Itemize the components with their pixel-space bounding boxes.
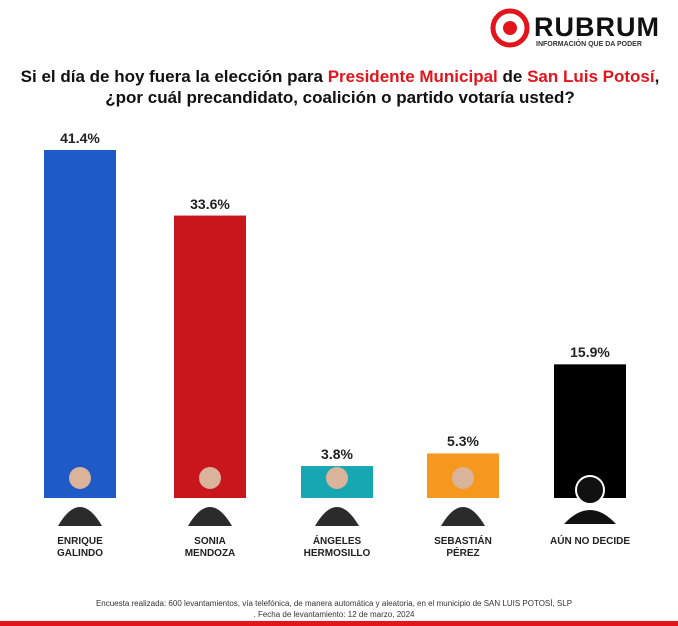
- title-highlight: San Luis Potosí: [527, 67, 655, 86]
- portrait-body: [188, 507, 232, 526]
- portrait-head: [452, 467, 474, 489]
- footnote-line: Encuesta realizada: 600 levantamientos, …: [95, 599, 573, 608]
- logo-icon: [490, 8, 530, 48]
- footnote-line: . Fecha de levantamiento: 12 de marzo, 2…: [253, 610, 415, 619]
- footnote: Encuesta realizada: 600 levantamientos, …: [0, 598, 668, 620]
- portrait-body: [441, 507, 485, 526]
- brand-tagline: INFORMACIÓN QUE DA PODER: [536, 41, 642, 48]
- portrait-head: [69, 467, 91, 489]
- title-part: Si el día de hoy fuera la elección para: [20, 67, 328, 86]
- brand-name: RUBRUM: [534, 12, 660, 42]
- category-label: SONIA MENDOZA: [184, 536, 236, 559]
- category-label: SEBASTIÁN PÉREZ: [434, 536, 492, 559]
- footer-bar: [0, 621, 678, 626]
- value-label: 41.4%: [60, 130, 100, 146]
- title-part: , ¿por cuál precandidato, coalición o pa…: [105, 67, 660, 107]
- value-label: 33.6%: [190, 195, 230, 212]
- chart-title: Si el día de hoy fuera la elección para …: [10, 66, 670, 108]
- value-label: 3.8%: [321, 446, 353, 463]
- category-label: AÚN NO DECIDE: [550, 536, 631, 547]
- bar: [174, 215, 246, 498]
- portrait-body: [315, 507, 359, 526]
- portrait-body: [58, 507, 102, 526]
- silhouette-body: [564, 510, 616, 524]
- title-part: de: [497, 67, 528, 86]
- portrait-head: [326, 467, 348, 489]
- logo: RUBRUM INFORMACIÓN QUE DA PODER: [490, 8, 678, 48]
- category-label: ENRIQUE GALINDO: [56, 536, 104, 559]
- value-label: 15.9%: [570, 344, 610, 361]
- title-highlight: Presidente Municipal: [327, 67, 498, 86]
- portrait-head: [199, 467, 221, 489]
- value-label: 5.3%: [447, 433, 479, 450]
- bar: [44, 150, 116, 498]
- category-label: ÁNGELES HERMOSILLO: [303, 536, 371, 559]
- silhouette-head: [575, 475, 605, 505]
